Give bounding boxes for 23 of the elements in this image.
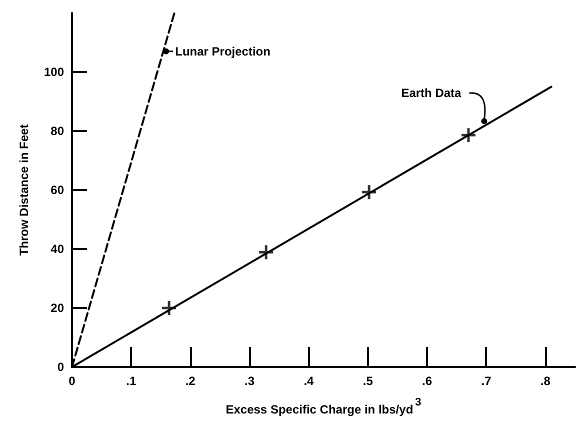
- x-tick-label: .3: [244, 374, 255, 388]
- x-tick-label: .1: [126, 374, 137, 388]
- x-tick-label: .6: [422, 374, 432, 388]
- x-axis-title: Excess Specific Charge in lbs/yd3: [226, 396, 422, 416]
- y-axis-title: Throw Distance in Feet: [17, 124, 31, 256]
- point: [160, 300, 178, 316]
- x-tick-label: .4: [304, 374, 314, 388]
- y-tick-label: 100: [44, 65, 64, 79]
- x-tick-label: 0: [68, 374, 76, 388]
- x-tick-label: .7: [481, 374, 492, 388]
- point: [360, 184, 378, 200]
- y-tick-label: 0: [57, 360, 64, 374]
- y-tick-label: 60: [50, 183, 64, 197]
- x-tick-label: .2: [185, 374, 196, 388]
- y-tick-label: 20: [50, 301, 64, 315]
- x-tick-label: .8: [540, 374, 551, 388]
- annotation: Earth Data: [401, 86, 462, 100]
- y-tick-label: 80: [50, 124, 64, 138]
- annotation: Lunar Projection: [175, 44, 270, 58]
- point: [460, 126, 477, 144]
- x-tick-label: .5: [362, 374, 374, 388]
- y-tick-label: 40: [50, 242, 64, 256]
- point: [258, 244, 274, 260]
